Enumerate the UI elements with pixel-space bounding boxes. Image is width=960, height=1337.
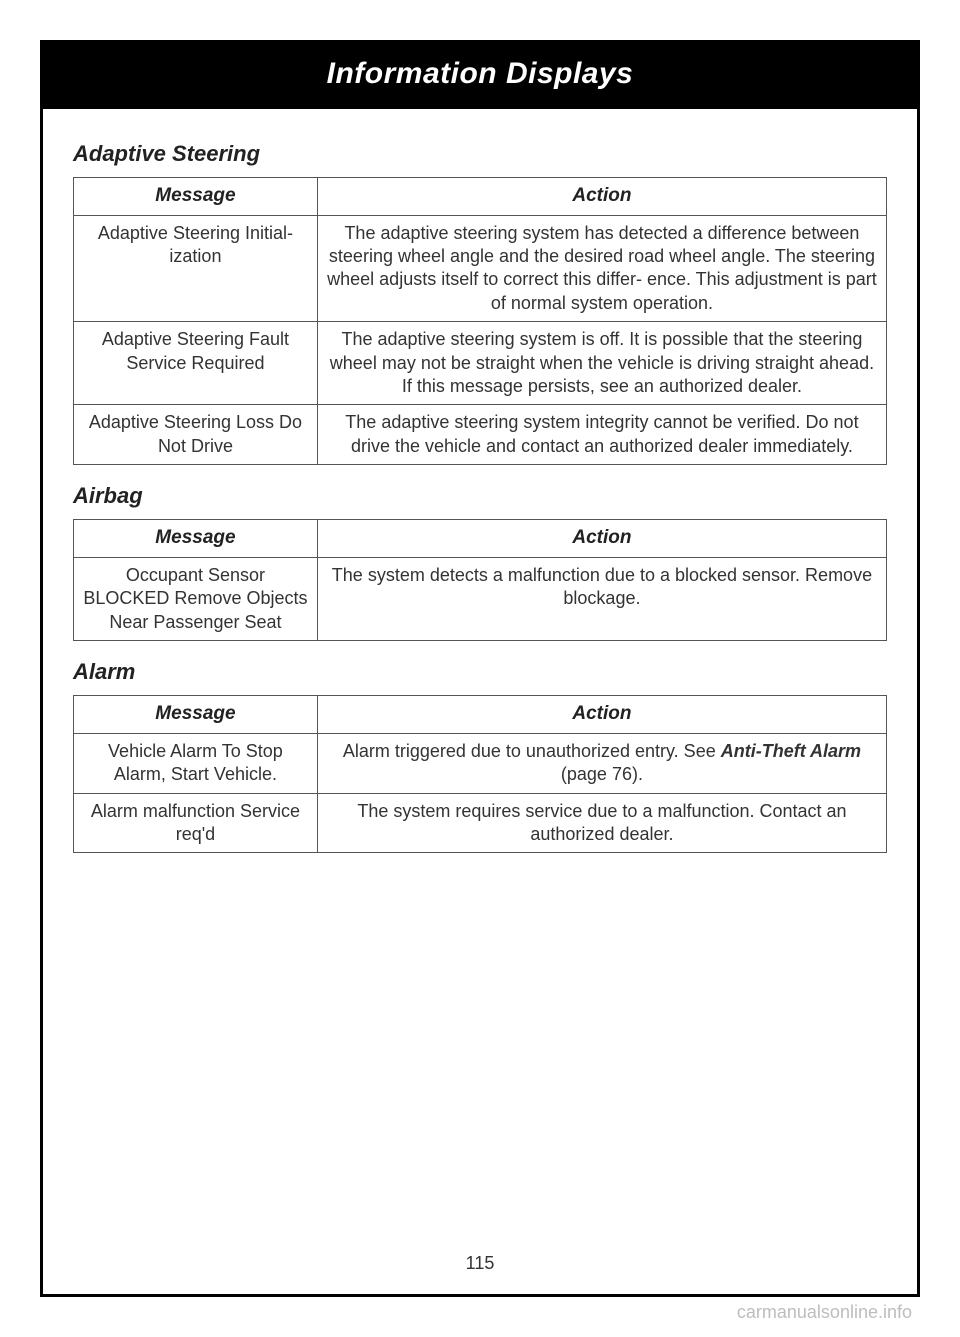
table-header-row: Message Action bbox=[74, 178, 887, 216]
page-number: 115 bbox=[43, 1243, 917, 1294]
cell-message: Adaptive Steering Initial- ization bbox=[74, 215, 318, 322]
table-row: Adaptive Steering Loss Do Not Drive The … bbox=[74, 405, 887, 465]
col-header-message: Message bbox=[74, 696, 318, 734]
table-row: Vehicle Alarm To Stop Alarm, Start Vehic… bbox=[74, 733, 887, 793]
cell-action: The adaptive steering system is off. It … bbox=[317, 322, 886, 405]
cell-message: Occupant Sensor BLOCKED Remove Objects N… bbox=[74, 557, 318, 640]
cell-action: Alarm triggered due to unauthorized entr… bbox=[317, 733, 886, 793]
section-title-airbag: Airbag bbox=[73, 483, 887, 509]
section-title-alarm: Alarm bbox=[73, 659, 887, 685]
cell-message: Vehicle Alarm To Stop Alarm, Start Vehic… bbox=[74, 733, 318, 793]
table-airbag: Message Action Occupant Sensor BLOCKED R… bbox=[73, 519, 887, 641]
cell-action: The system requires service due to a mal… bbox=[317, 793, 886, 853]
page-title: Information Displays bbox=[43, 57, 917, 91]
cell-message: Alarm malfunction Service req'd bbox=[74, 793, 318, 853]
action-text-pre: Alarm triggered due to unauthorized entr… bbox=[343, 741, 721, 761]
cell-action: The system detects a malfunction due to … bbox=[317, 557, 886, 640]
table-adaptive-steering: Message Action Adaptive Steering Initial… bbox=[73, 177, 887, 465]
table-row: Alarm malfunction Service req'd The syst… bbox=[74, 793, 887, 853]
cell-message: Adaptive Steering Fault Service Required bbox=[74, 322, 318, 405]
header-bar: Information Displays bbox=[43, 43, 917, 109]
col-header-action: Action bbox=[317, 520, 886, 558]
page-frame: Information Displays Adaptive Steering M… bbox=[40, 40, 920, 1297]
watermark: carmanualsonline.info bbox=[737, 1302, 912, 1323]
action-text-bold: Anti-Theft Alarm bbox=[721, 741, 861, 761]
table-row: Adaptive Steering Fault Service Required… bbox=[74, 322, 887, 405]
col-header-message: Message bbox=[74, 178, 318, 216]
table-row: Adaptive Steering Initial- ization The a… bbox=[74, 215, 887, 322]
cell-action: The adaptive steering system has detecte… bbox=[317, 215, 886, 322]
col-header-message: Message bbox=[74, 520, 318, 558]
table-row: Occupant Sensor BLOCKED Remove Objects N… bbox=[74, 557, 887, 640]
table-header-row: Message Action bbox=[74, 696, 887, 734]
col-header-action: Action bbox=[317, 696, 886, 734]
table-alarm: Message Action Vehicle Alarm To Stop Ala… bbox=[73, 695, 887, 853]
cell-action: The adaptive steering system integrity c… bbox=[317, 405, 886, 465]
cell-message: Adaptive Steering Loss Do Not Drive bbox=[74, 405, 318, 465]
action-text-post: (page 76). bbox=[561, 764, 643, 784]
col-header-action: Action bbox=[317, 178, 886, 216]
table-header-row: Message Action bbox=[74, 520, 887, 558]
section-title-adaptive-steering: Adaptive Steering bbox=[73, 141, 887, 167]
content-area: Adaptive Steering Message Action Adaptiv… bbox=[43, 109, 917, 1243]
